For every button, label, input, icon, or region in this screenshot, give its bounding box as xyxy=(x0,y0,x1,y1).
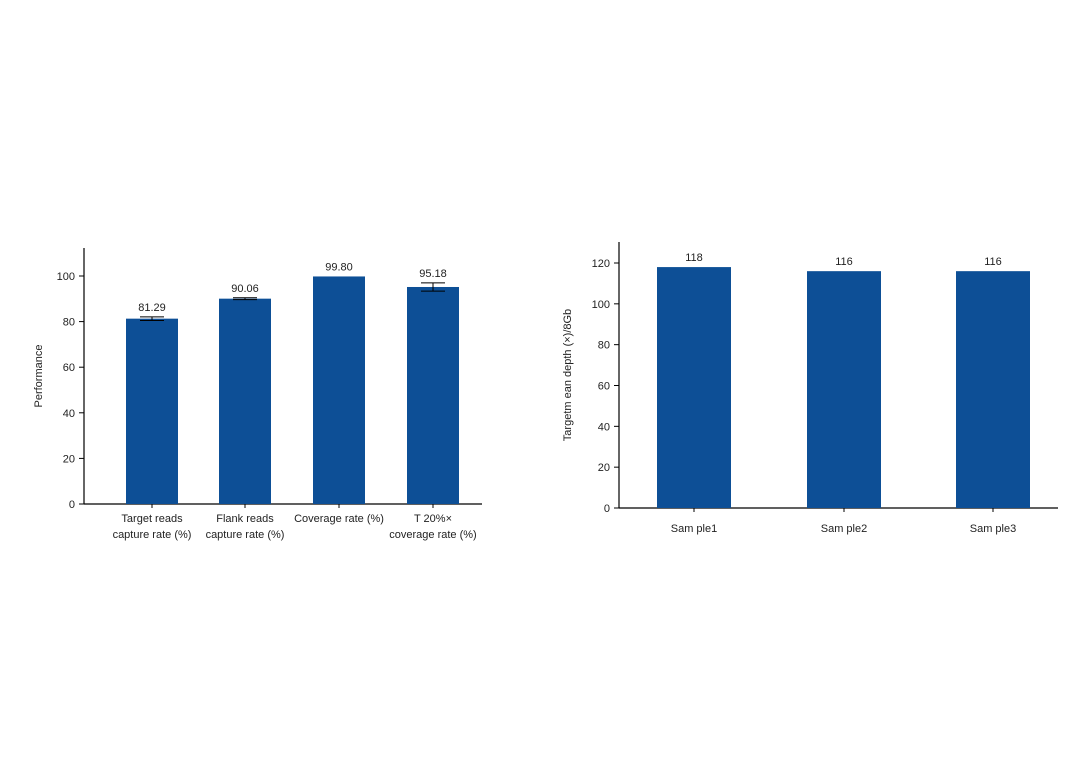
data-label: 116 xyxy=(835,256,853,268)
y-axis-label: Performance xyxy=(33,345,45,408)
y-tick-label: 80 xyxy=(598,340,610,352)
data-label: 116 xyxy=(984,256,1002,268)
y-tick-label: 0 xyxy=(604,503,610,515)
category-label: T 20%× xyxy=(414,513,452,525)
y-tick-label: 100 xyxy=(57,271,75,283)
bar xyxy=(407,286,459,504)
data-label: 95.18 xyxy=(419,268,447,280)
y-tick-label: 20 xyxy=(63,453,75,465)
y-tick-label: 80 xyxy=(63,317,75,329)
bar xyxy=(956,271,1030,508)
performance-chart: 0 20 40 60 80 100 Performance 81.29 Target reads… xyxy=(33,248,482,541)
y-tick-label: 0 xyxy=(69,499,75,511)
y-tick-label: 100 xyxy=(592,299,610,311)
category-label: capture rate (%) xyxy=(206,529,285,541)
category-label: Sam ple2 xyxy=(821,523,867,535)
category-label: capture rate (%) xyxy=(113,529,192,541)
category-label: Target reads xyxy=(121,513,183,525)
category-label: Flank reads xyxy=(216,513,274,525)
bar xyxy=(219,298,271,504)
data-label: 99.80 xyxy=(325,261,353,273)
data-label: 118 xyxy=(685,252,703,264)
y-axis-label: Targetm ean depth (×)/8Gb xyxy=(562,309,574,441)
category-label: Coverage rate (%) xyxy=(294,513,384,525)
bar xyxy=(126,318,178,504)
data-label: 81.29 xyxy=(138,302,166,314)
y-tick-label: 60 xyxy=(598,381,610,393)
category-label: coverage rate (%) xyxy=(389,529,476,541)
bar xyxy=(657,267,731,508)
category-label: Sam ple1 xyxy=(671,523,717,535)
y-tick-label: 40 xyxy=(63,408,75,420)
y-tick-label: 60 xyxy=(63,362,75,374)
y-tick-label: 120 xyxy=(592,258,610,270)
category-label: Sam ple3 xyxy=(970,523,1016,535)
y-tick-label: 40 xyxy=(598,421,610,433)
data-label: 90.06 xyxy=(231,283,259,295)
bar xyxy=(807,271,881,508)
target-depth-chart: 0 20 40 60 80 100 120 Targetm ean depth (×)/8Gb… xyxy=(562,242,1058,535)
y-tick-label: 20 xyxy=(598,462,610,474)
bar xyxy=(313,276,365,504)
